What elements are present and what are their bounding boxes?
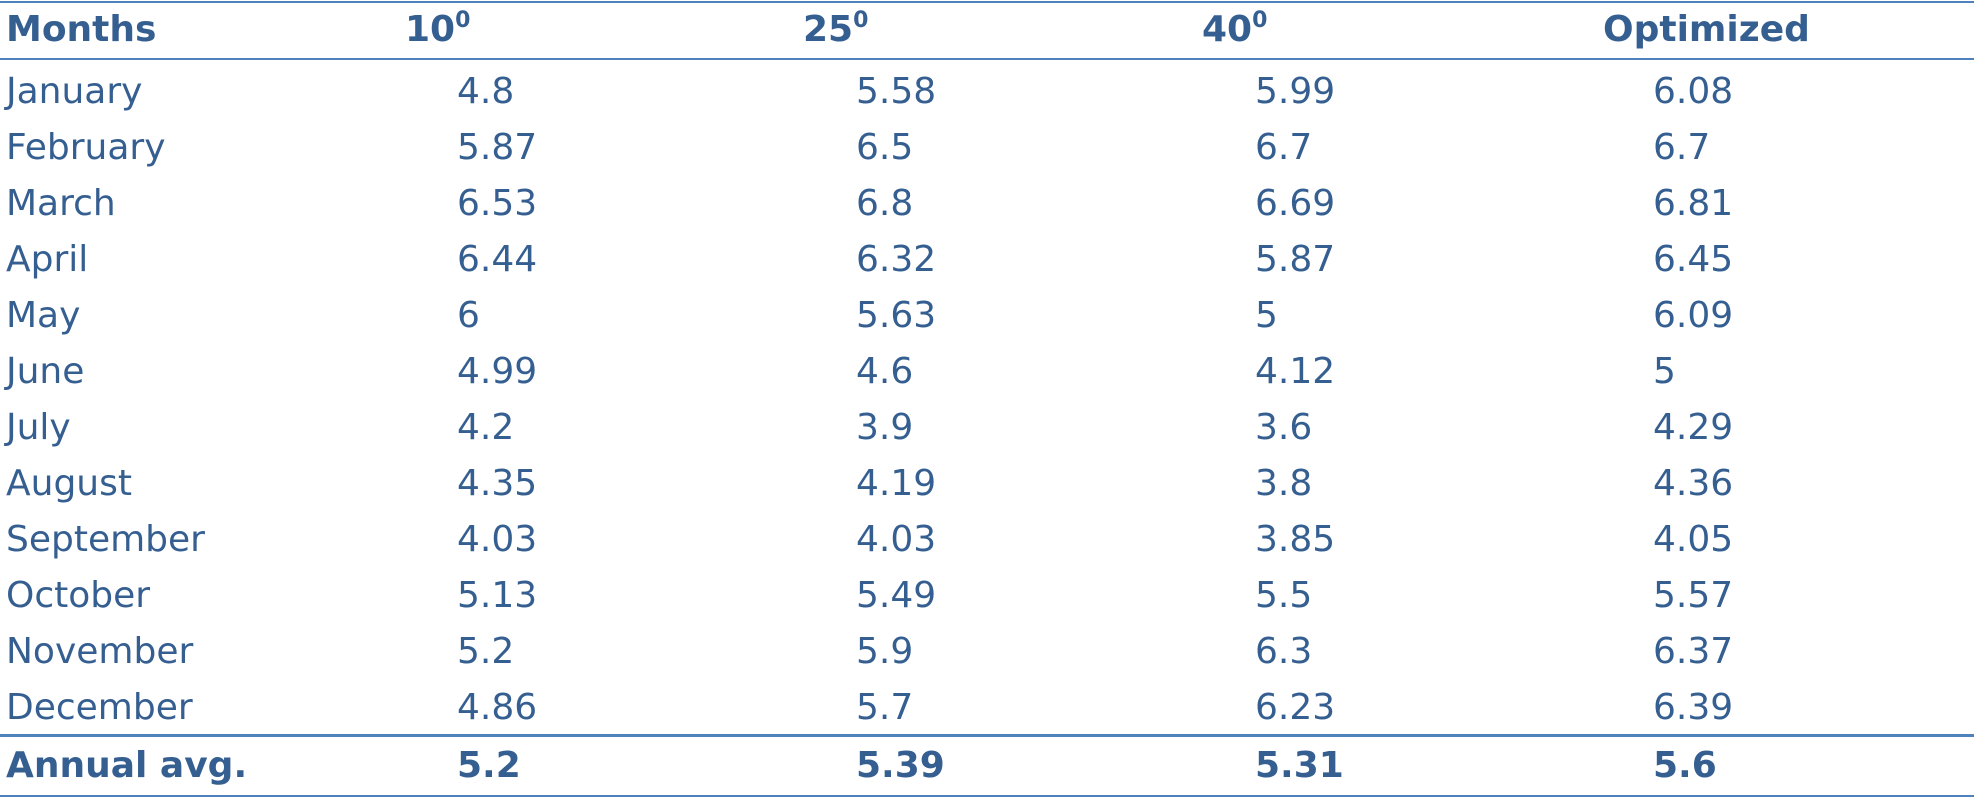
header-rule [0,58,1974,60]
value-cell: 4.29 [1653,407,1734,448]
value-cell: 4.36 [1653,463,1734,504]
value-cell: 4.6 [856,351,914,392]
value-cell: 4.8 [457,71,515,112]
top-rule [0,1,1974,3]
value-cell: 3.85 [1255,519,1336,560]
value-cell: 6.81 [1653,183,1734,224]
value-cell: 5.99 [1255,71,1336,112]
month-cell: February [6,127,166,168]
month-cell: March [6,183,116,224]
value-cell: 5.87 [457,127,538,168]
header-cell: Optimized [1603,9,1810,50]
value-cell: 4.03 [856,519,937,560]
header-text: 40 [1202,9,1253,50]
value-cell: 5.13 [457,575,538,616]
total-rule [0,734,1974,737]
value-cell: 5.5 [1255,575,1313,616]
header-text: 25 [803,9,854,50]
header-cell: 250 [803,8,868,52]
value-cell: 5.9 [856,631,914,672]
value-cell: 4.12 [1255,351,1336,392]
value-cell: 6.53 [457,183,538,224]
value-cell: 5.58 [856,71,937,112]
header-cell: Months [6,9,157,50]
average-label: Annual avg. [6,745,248,786]
value-cell: 5.2 [457,631,515,672]
value-cell: 4.86 [457,687,538,728]
value-cell: 5 [1255,295,1278,336]
value-cell: 6.23 [1255,687,1336,728]
month-cell: December [6,687,193,728]
value-cell: 3.6 [1255,407,1313,448]
header-cell: 400 [1202,8,1267,52]
value-cell: 6.44 [457,239,538,280]
month-cell: April [6,239,89,280]
month-cell: June [6,351,85,392]
value-cell: 6.3 [1255,631,1313,672]
value-cell: 6.7 [1653,127,1711,168]
value-cell: 5.7 [856,687,914,728]
value-cell: 6.08 [1653,71,1734,112]
average-cell: 5.31 [1255,745,1344,786]
value-cell: 6.39 [1653,687,1734,728]
month-cell: November [6,631,194,672]
bottom-rule [0,795,1974,797]
average-cell: 5.39 [856,745,945,786]
value-cell: 6.8 [856,183,914,224]
value-cell: 5 [1653,351,1676,392]
value-cell: 6 [457,295,480,336]
value-cell: 4.03 [457,519,538,560]
value-cell: 5.49 [856,575,937,616]
value-cell: 4.35 [457,463,538,504]
value-cell: 5.57 [1653,575,1734,616]
value-cell: 5.87 [1255,239,1336,280]
header-superscript: 0 [853,8,869,33]
month-cell: May [6,295,81,336]
month-cell: August [6,463,132,504]
header-cell: 100 [405,8,470,52]
month-cell: July [6,407,71,448]
average-cell: 5.6 [1653,745,1717,786]
value-cell: 4.2 [457,407,515,448]
value-cell: 6.7 [1255,127,1313,168]
value-cell: 4.99 [457,351,538,392]
month-cell: September [6,519,205,560]
value-cell: 6.69 [1255,183,1336,224]
value-cell: 6.37 [1653,631,1734,672]
value-cell: 6.32 [856,239,937,280]
value-cell: 6.09 [1653,295,1734,336]
value-cell: 4.19 [856,463,937,504]
value-cell: 3.9 [856,407,914,448]
month-cell: October [6,575,151,616]
header-superscript: 0 [1252,8,1268,33]
average-cell: 5.2 [457,745,521,786]
value-cell: 6.45 [1653,239,1734,280]
header-text: 10 [405,9,456,50]
value-cell: 6.5 [856,127,914,168]
header-superscript: 0 [455,8,471,33]
value-cell: 5.63 [856,295,937,336]
value-cell: 3.8 [1255,463,1313,504]
value-cell: 4.05 [1653,519,1734,560]
month-cell: January [6,71,143,112]
